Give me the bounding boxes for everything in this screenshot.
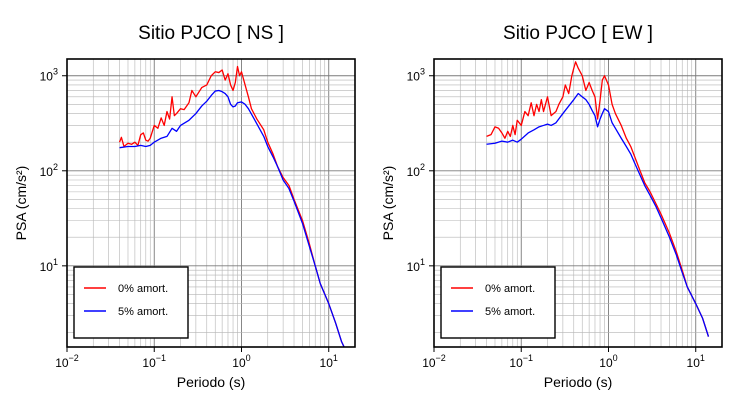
legend-label: 0% amort. — [118, 283, 168, 295]
x-tick-label: 10−1 — [509, 353, 533, 370]
y-axis-label: PSA (cm/s²) — [13, 166, 29, 241]
chart-title: Sitio PJCO [ EW ] — [503, 23, 653, 44]
series-line — [486, 61, 710, 337]
y-tick-label: 101 — [40, 257, 58, 274]
x-tick-label: 10−2 — [55, 353, 79, 370]
chart-title: Sitio PJCO [ NS ] — [138, 23, 284, 44]
y-tick-label: 103 — [40, 67, 58, 84]
x-axis-label: Periodo (s) — [177, 374, 245, 390]
y-tick-label: 102 — [407, 162, 425, 179]
chart-panel-ns: Sitio PJCO [ NS ] 10−2 10−1 100 10110110210… — [13, 23, 356, 390]
x-tick-exponent: 0 — [246, 353, 251, 363]
x-tick-exponent: −1 — [523, 353, 533, 363]
x-tick-exponent: −2 — [69, 353, 79, 363]
legend-label: 5% amort. — [485, 306, 535, 318]
x-tick-label: 101 — [687, 353, 705, 370]
legend: 0% amort. 5% amort. — [440, 266, 556, 339]
y-tick-label: 101 — [407, 257, 425, 274]
y-tick-exponent: 3 — [420, 67, 425, 77]
x-axis-label: Periodo (s) — [544, 374, 612, 390]
x-tick-label: 10−1 — [142, 353, 166, 370]
x-tick-exponent: 1 — [333, 353, 338, 363]
x-tick-label: 10−2 — [422, 353, 446, 370]
y-tick-exponent: 1 — [53, 257, 58, 267]
series-line — [486, 92, 710, 337]
x-tick-exponent: −1 — [156, 353, 166, 363]
x-tick-label: 100 — [599, 353, 617, 370]
x-tick-exponent: 0 — [613, 353, 618, 363]
y-axis-label: PSA (cm/s²) — [380, 166, 396, 241]
legend-label: 0% amort. — [485, 283, 535, 295]
y-tick-label: 103 — [407, 67, 425, 84]
plot-frame — [433, 58, 723, 348]
y-tick-exponent: 1 — [420, 257, 425, 267]
plot-frame — [66, 58, 356, 348]
legend-box — [73, 266, 189, 339]
x-tick-exponent: 1 — [700, 353, 705, 363]
y-tick-exponent: 3 — [53, 67, 58, 77]
y-tick-label: 102 — [40, 162, 58, 179]
chart-panel-ew: Sitio PJCO [ EW ] 10−2 10−1 100 10110110210… — [380, 23, 723, 390]
legend-label: 5% amort. — [118, 306, 168, 318]
y-tick-exponent: 2 — [420, 162, 425, 172]
series-line — [118, 65, 345, 348]
legend: 0% amort. 5% amort. — [73, 266, 189, 339]
legend-box — [440, 266, 556, 339]
x-tick-label: 101 — [320, 353, 338, 370]
series-line — [119, 89, 345, 348]
x-tick-label: 100 — [232, 353, 250, 370]
y-tick-exponent: 2 — [53, 162, 58, 172]
x-tick-exponent: −2 — [436, 353, 446, 363]
